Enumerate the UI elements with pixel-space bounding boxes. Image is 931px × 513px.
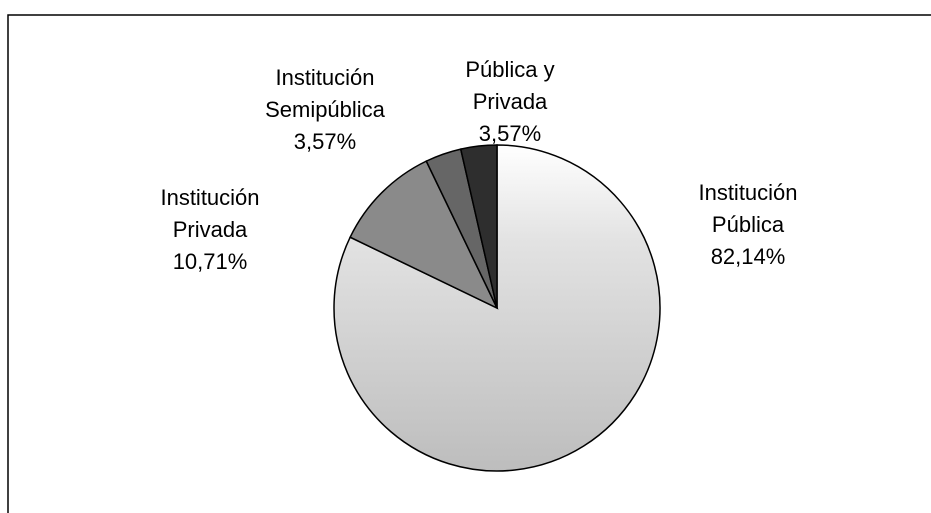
slice-label: Institución Semipública 3,57% [245,62,405,158]
value-label: 3,57% [478,121,542,146]
category-label: Pública y Privada [465,57,555,114]
slice-label: Pública y Privada 3,57% [453,54,568,150]
pie-slice [349,160,499,310]
slice-label: Institución Privada 10,71% [135,182,285,278]
slice-label: Institución Pública 82,14% [668,177,828,273]
category-label: Institución Pública [698,180,798,237]
chart-border [7,14,931,513]
value-label: 82,14% [710,244,786,269]
category-label: Institución Semipública [265,65,385,122]
value-label: 3,57% [293,129,357,154]
value-label: 10,71% [172,249,248,274]
pie-slice [333,144,661,472]
pie-slice [459,144,498,309]
category-label: Institución Privada [160,185,260,242]
